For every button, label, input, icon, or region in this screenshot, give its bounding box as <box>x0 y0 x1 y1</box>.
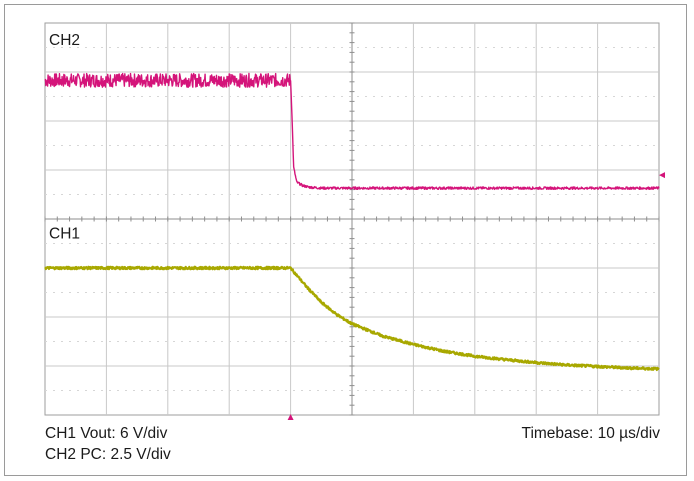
ch1-scale-caption: CH1 Vout: 6 V/div <box>45 425 168 442</box>
ch2-label: CH2 <box>49 32 80 49</box>
channel-labels: CH2 CH1 <box>49 32 80 243</box>
traces <box>44 72 660 372</box>
ch1-label: CH1 <box>49 226 80 243</box>
ch2-trace <box>44 72 660 191</box>
timebase-caption: Timebase: 10 µs/div <box>521 425 660 442</box>
trigger-level-marker <box>659 172 665 179</box>
scope-screenshot-frame <box>4 4 687 476</box>
ch2-scale-caption: CH2 PC: 2.5 V/div <box>45 446 171 463</box>
markers <box>287 172 665 420</box>
trigger-position-marker <box>287 414 294 420</box>
ch1-trace <box>44 265 660 372</box>
